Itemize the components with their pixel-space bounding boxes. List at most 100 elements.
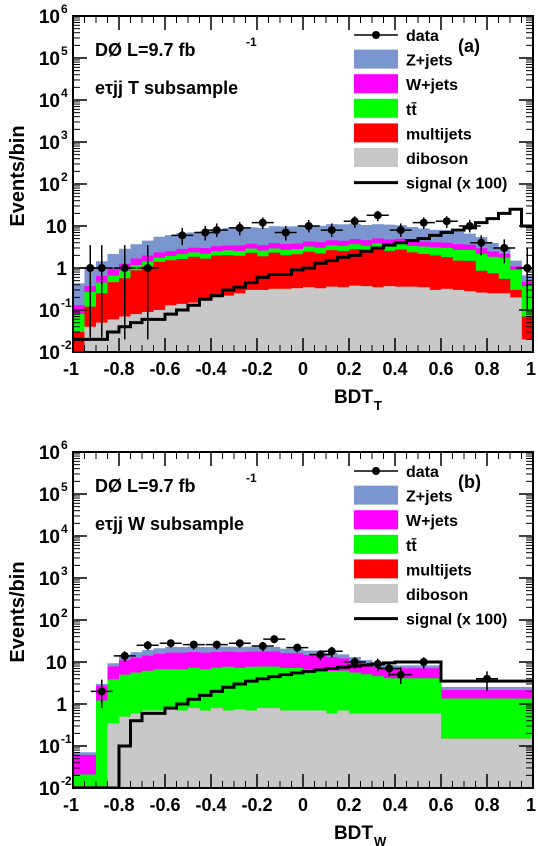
stack-bar-diboson — [142, 710, 154, 788]
y-tick-label: 1 — [56, 259, 67, 280]
data-point — [316, 650, 325, 659]
stack-bar-diboson — [383, 713, 396, 788]
x-tick-label: -0.2 — [241, 795, 272, 815]
x-tick-label: -0.8 — [103, 795, 134, 815]
stack-bar-diboson — [337, 710, 350, 788]
data-point — [500, 243, 509, 252]
stack-bar-diboson — [257, 289, 269, 352]
legend-swatch — [354, 74, 398, 94]
plot-area — [73, 635, 533, 788]
stack-bar-diboson — [199, 710, 212, 788]
x-tick-label: 0.6 — [428, 359, 453, 379]
legend-swatch — [354, 584, 398, 603]
stack-bar-diboson — [303, 710, 315, 788]
stack-bar-multijets — [153, 261, 166, 352]
y-axis-label: Events/bin — [7, 561, 29, 662]
stack-bar-diboson — [429, 289, 442, 352]
lumi-exponent: -1 — [246, 471, 257, 485]
y-tick-label: 1 — [56, 695, 67, 716]
y-tick-label: 10 — [39, 49, 60, 70]
experiment-label: DØ L=9.7 fb — [95, 476, 196, 496]
stack-bar-diboson — [360, 713, 373, 788]
stack-bar-diboson — [130, 314, 143, 352]
signal-line — [73, 207, 533, 341]
legend-swatch — [354, 98, 398, 118]
stack-bar-multijets — [107, 282, 120, 352]
data-point — [465, 222, 474, 230]
y-tick-label: 10 — [39, 7, 60, 28]
stack-bar-diboson — [349, 713, 361, 788]
data-point — [350, 658, 359, 666]
data-point — [97, 264, 106, 272]
stack-bar-diboson — [383, 286, 396, 352]
stack-bar-diboson — [280, 710, 292, 788]
data-point — [120, 651, 129, 660]
y-tick-label: 10 — [39, 779, 60, 800]
data-point — [327, 226, 336, 235]
x-tick-label: 0.8 — [474, 795, 499, 815]
stack-bar-diboson — [165, 305, 177, 352]
signal-line — [73, 660, 533, 788]
stack-bar-diboson — [234, 293, 246, 352]
legend-swatch — [354, 49, 398, 69]
y-tick-label: 10 — [39, 527, 60, 548]
legend-swatch — [354, 148, 398, 167]
stack-bar-diboson — [130, 713, 143, 788]
stack-bar-diboson — [245, 289, 258, 352]
data-point — [212, 640, 221, 649]
data-point — [97, 687, 106, 696]
plot-area — [73, 207, 533, 352]
stack-bar-diboson — [107, 319, 120, 352]
stack-bar-diboson — [418, 287, 430, 352]
data-point — [483, 674, 491, 683]
stack-bar-diboson — [314, 288, 327, 352]
stack-bar-multijets — [130, 270, 143, 352]
stack-bar-diboson — [188, 708, 200, 788]
y-tick-label: 10 — [39, 133, 60, 154]
y-tick-label: 10 — [39, 343, 60, 364]
stack-bar-diboson — [107, 723, 120, 788]
y-tick-label-exponent: 6 — [61, 438, 68, 452]
x-tick-label: -1 — [63, 795, 79, 815]
x-tick-label: 1 — [526, 795, 536, 815]
stack-bar-diboson — [395, 713, 442, 788]
y-tick-label: 10 — [39, 301, 60, 322]
legend-data-marker — [372, 31, 380, 39]
data-point — [373, 659, 382, 668]
stack-bar-diboson — [349, 285, 361, 352]
stack-bar-diboson — [326, 286, 338, 352]
x-tick-label: 0.4 — [382, 359, 407, 379]
stack-bar-diboson — [498, 293, 511, 352]
legend-label: tt̄ — [406, 100, 417, 118]
y-tick-label: 10 — [39, 737, 60, 758]
y-tick-label-exponent: -1 — [61, 732, 72, 746]
data-point — [373, 211, 382, 220]
stack-bar-diboson — [199, 300, 212, 352]
stack-bar-diboson — [280, 288, 292, 352]
data-point — [86, 264, 95, 272]
stack-bar-multijets — [521, 316, 533, 352]
stack-bar-ttbar — [96, 700, 108, 788]
x-axis-label-subscript: W — [374, 834, 387, 846]
subsample-label: eτjj T subsample — [95, 78, 238, 98]
y-tick-label: 10 — [39, 569, 60, 590]
y-tick-label: 10 — [39, 611, 60, 632]
stack-bar-diboson — [326, 713, 338, 788]
y-tick-label-exponent: 6 — [61, 2, 68, 16]
stack-bar-diboson — [372, 713, 384, 788]
stack-bar-diboson — [222, 295, 235, 352]
data-point — [419, 218, 428, 227]
data-point — [396, 670, 405, 679]
legend-swatch — [354, 485, 398, 505]
x-tick-label: -0.2 — [241, 359, 272, 379]
data-point — [212, 226, 221, 235]
data-point — [235, 639, 244, 648]
legend-label: tt̄ — [406, 536, 417, 554]
legend-label: multijets — [406, 126, 472, 143]
data-point — [166, 639, 175, 648]
legend-label: W+jets — [406, 513, 458, 530]
stack-bar-diboson — [234, 709, 246, 788]
data-point — [293, 643, 302, 652]
stack-bar-diboson — [395, 286, 407, 352]
